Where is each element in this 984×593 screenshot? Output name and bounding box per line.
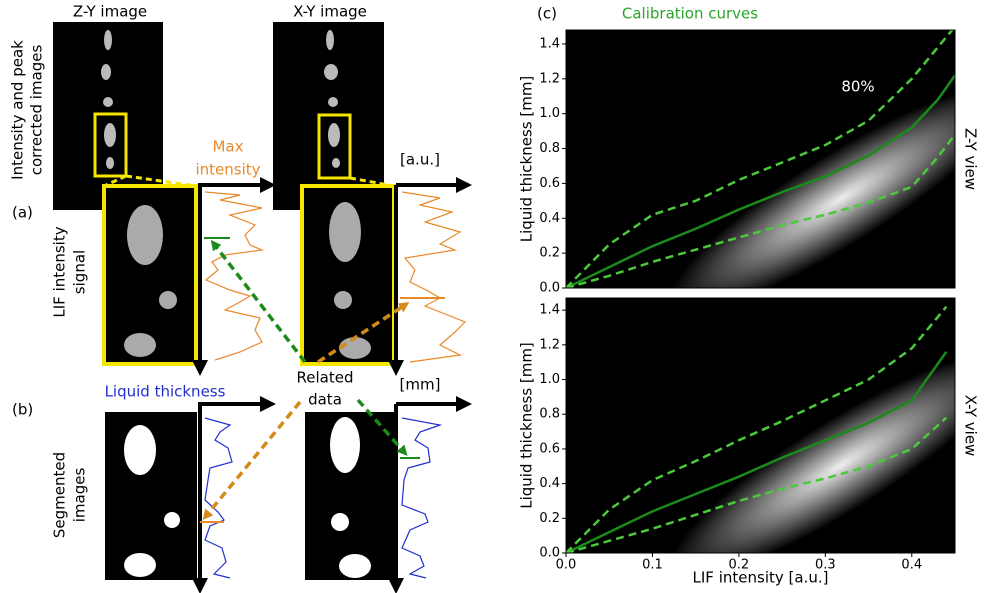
zoom-droplets	[124, 202, 371, 359]
related-data: Related	[297, 369, 354, 387]
unit: [mm]	[400, 376, 441, 394]
calibration-curve	[566, 30, 954, 288]
y-tick-label: 1.0	[539, 106, 560, 121]
zy-title: Z-Y image	[73, 3, 147, 21]
calibration-curve	[566, 305, 948, 553]
row-label: corrected images	[28, 45, 46, 176]
zy-image	[53, 22, 163, 210]
y-tick-label: 0.6	[539, 176, 560, 191]
x-tick-label: 0.1	[642, 558, 663, 573]
y-tick-label: 1.4	[539, 36, 560, 51]
thickness-profile	[401, 417, 443, 579]
panel-label: (c)	[537, 5, 557, 23]
y-tick-label: 1.0	[539, 372, 560, 387]
plot-frame	[565, 29, 956, 289]
y-tick-label: 1.4	[539, 303, 560, 318]
signal-label: LIF intensity	[51, 226, 69, 317]
x-tick-label: 0.2	[729, 558, 750, 573]
max-intensity: Max	[212, 138, 243, 156]
y-tick-label: 0.6	[539, 441, 560, 456]
x-tick-label: 0.3	[815, 558, 836, 573]
y-tick-label: 0.2	[539, 246, 560, 261]
plot-frame	[565, 297, 956, 554]
y-tick-label: 0.4	[539, 211, 560, 226]
related-data: data	[308, 391, 342, 409]
plot-content	[566, 30, 955, 288]
view-label: X-Y view	[962, 395, 980, 457]
calibration-curve	[566, 351, 948, 553]
y-tick-label: 1.2	[539, 71, 560, 86]
relation-arrows	[202, 239, 410, 521]
heatmap	[669, 352, 955, 553]
y-tick-label: 0.0	[539, 281, 560, 296]
zoom-box	[93, 112, 128, 178]
xy-title: X-Y image	[293, 3, 367, 21]
liquid-thickness: Liquid thickness	[105, 383, 226, 401]
row-label: Intensity and peak	[9, 40, 27, 180]
row-label: Segmented	[51, 452, 69, 538]
y-tick-label: 0.0	[539, 546, 560, 561]
calibration-curve	[566, 133, 955, 288]
y-tick-label: 1.2	[539, 337, 560, 352]
intensity-profile	[204, 191, 265, 361]
left-panels: Z-Y image X-Y image Max intensity [	[9, 3, 557, 593]
x-axis-label: LIF intensity [a.u.]	[693, 569, 829, 587]
x-tick-label: 0.4	[901, 558, 922, 573]
segmented-droplets	[124, 417, 371, 578]
thickness-profile	[204, 417, 233, 579]
plot-content	[566, 305, 955, 553]
view-label: Z-Y view	[962, 128, 980, 190]
intensity-profile	[401, 191, 467, 363]
y-tick-label: 0.8	[539, 141, 560, 156]
row-label: images	[71, 468, 89, 523]
y-tick-label: 0.8	[539, 407, 560, 422]
axes-arrows	[192, 177, 472, 593]
zoom-box	[317, 113, 352, 180]
y-axis-label: Liquid thickness [mm]	[518, 76, 536, 243]
panel-label: (b)	[12, 401, 33, 419]
y-tick-label: 0.2	[539, 511, 560, 526]
panel-label: (a)	[12, 204, 33, 222]
x-tick-label: 0.0	[556, 558, 577, 573]
y-axis-label: Liquid thickness [mm]	[518, 342, 536, 509]
heatmap	[669, 86, 955, 288]
annotation: 80%	[841, 78, 874, 96]
max-intensity: intensity	[195, 161, 260, 179]
y-tick-label: 0.4	[539, 476, 560, 491]
unit: [a.u.]	[400, 151, 440, 169]
calibration-curve	[566, 416, 948, 553]
droplets	[101, 30, 340, 169]
signal-label: signal	[71, 250, 89, 294]
chart-title: Calibration curves	[622, 5, 758, 23]
calibration-curve	[566, 74, 955, 288]
